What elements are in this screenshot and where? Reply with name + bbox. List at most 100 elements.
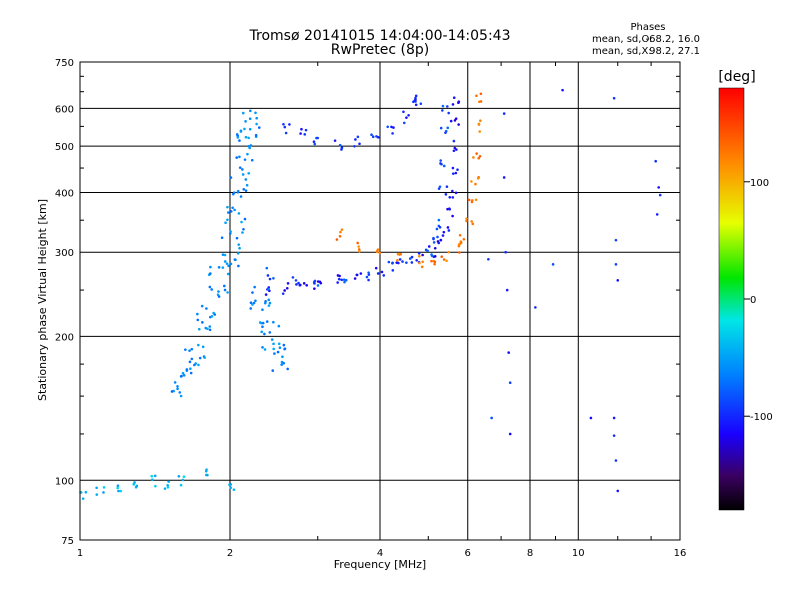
data-point <box>402 110 405 114</box>
x-tick-label: 1 <box>77 548 83 559</box>
data-point <box>300 127 303 131</box>
data-point <box>268 301 272 305</box>
y-tick-label: 100 <box>55 476 74 487</box>
data-point <box>508 432 512 436</box>
data-point <box>243 217 247 221</box>
data-point <box>475 152 478 155</box>
data-point <box>197 363 200 367</box>
data-point <box>270 338 274 341</box>
data-point <box>333 139 337 142</box>
data-point <box>374 266 378 270</box>
data-point <box>209 272 212 275</box>
data-point <box>272 320 275 324</box>
data-point <box>357 245 360 248</box>
data-point <box>294 279 298 282</box>
data-point <box>534 306 537 309</box>
data-point <box>305 284 308 287</box>
x-tick-label: 8 <box>527 548 533 559</box>
data-point <box>229 262 233 266</box>
data-point <box>479 92 483 96</box>
data-point <box>442 230 446 234</box>
data-point <box>304 128 308 132</box>
data-point <box>81 497 85 500</box>
data-point <box>201 345 205 349</box>
data-point <box>84 490 88 494</box>
data-point <box>417 252 421 255</box>
data-point <box>433 262 436 266</box>
data-point <box>223 288 227 292</box>
data-point <box>184 348 187 351</box>
data-point <box>235 133 239 136</box>
data-point <box>201 321 204 324</box>
data-point <box>177 474 181 478</box>
data-point <box>280 360 284 364</box>
data-point <box>312 140 316 143</box>
data-point <box>432 237 435 241</box>
data-point <box>243 127 246 131</box>
data-point <box>228 483 231 487</box>
data-point <box>260 330 263 334</box>
data-point <box>185 368 189 371</box>
data-point <box>282 122 285 126</box>
data-point <box>614 459 618 462</box>
data-point <box>261 346 264 349</box>
data-point <box>380 270 384 274</box>
data-point <box>229 210 233 213</box>
chart-subtitle: RwPretec (8p) <box>331 42 429 58</box>
data-point <box>276 350 280 354</box>
data-point <box>337 277 341 281</box>
data-point <box>445 259 448 263</box>
data-point <box>448 195 452 199</box>
data-point <box>371 135 375 139</box>
data-point <box>261 325 264 329</box>
phase-x-value: 98.2, 27.1 <box>649 46 700 57</box>
data-point <box>398 258 402 261</box>
data-point <box>336 281 339 284</box>
data-point <box>205 473 208 477</box>
data-point <box>343 280 346 284</box>
data-point <box>405 261 408 264</box>
data-point <box>297 281 300 285</box>
phases-heading: Phases <box>630 22 665 33</box>
data-point <box>229 176 233 179</box>
data-point <box>236 252 240 255</box>
data-point <box>249 307 253 310</box>
data-point <box>254 133 258 137</box>
data-point <box>163 487 167 490</box>
data-point <box>338 143 342 147</box>
data-point <box>395 261 398 264</box>
data-point <box>263 332 266 336</box>
data-point <box>470 200 474 204</box>
data-point <box>316 136 319 140</box>
data-point <box>238 166 242 169</box>
data-point <box>239 130 243 133</box>
data-point <box>448 207 451 211</box>
data-point <box>278 346 282 350</box>
data-point <box>382 274 386 277</box>
data-point <box>436 240 440 243</box>
data-point <box>457 101 460 105</box>
data-point <box>342 278 346 281</box>
data-point <box>170 390 174 393</box>
data-point <box>236 136 240 139</box>
data-point <box>154 484 157 488</box>
data-point <box>223 284 226 288</box>
data-point <box>225 262 229 265</box>
data-point <box>255 122 258 126</box>
data-point <box>386 125 389 129</box>
data-point <box>441 104 445 108</box>
data-point <box>189 371 193 375</box>
data-point <box>340 228 344 231</box>
data-point <box>392 126 395 129</box>
data-point <box>281 355 284 358</box>
colorbar-tick-label: 100 <box>750 178 769 189</box>
data-point <box>188 360 192 364</box>
data-point <box>232 191 236 194</box>
data-point <box>205 307 208 310</box>
data-point <box>285 286 289 290</box>
data-point <box>237 212 241 215</box>
phase-o-label: mean, sd,O: <box>592 34 653 45</box>
data-point <box>244 135 248 139</box>
data-point <box>353 144 356 148</box>
